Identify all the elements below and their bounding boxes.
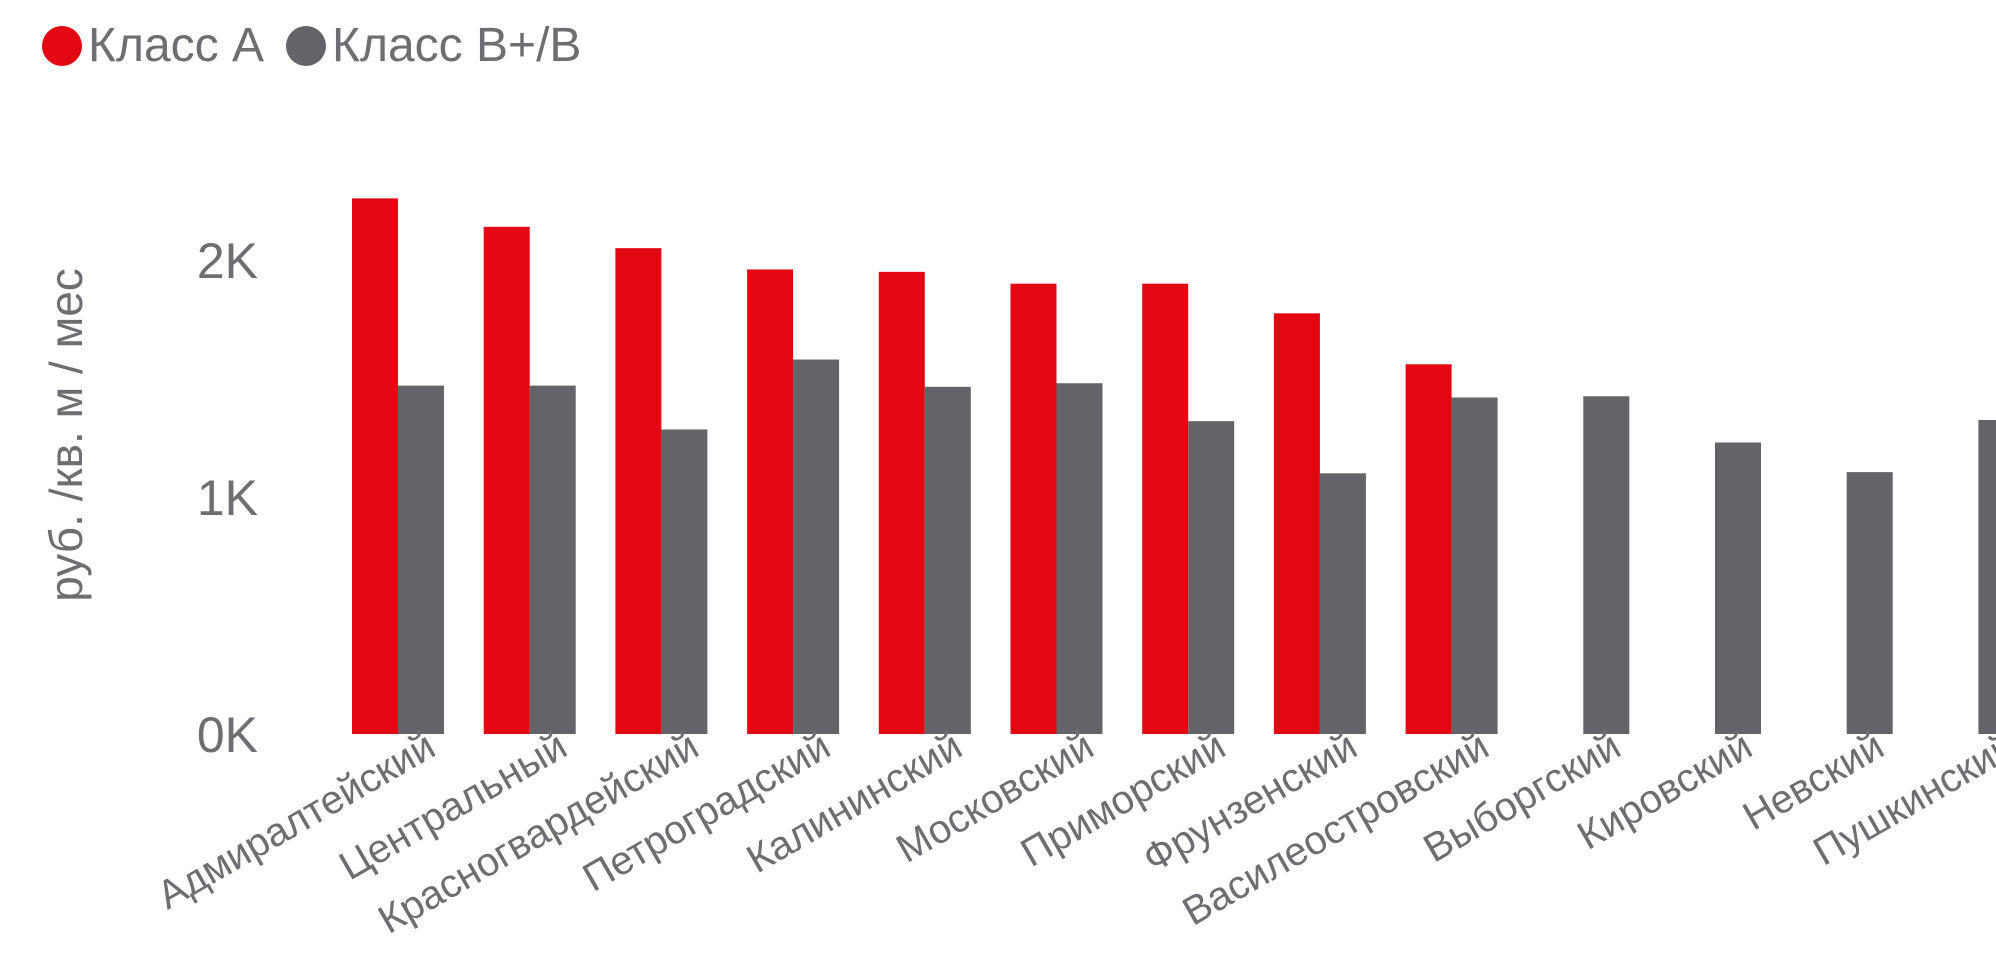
x-axis-labels: АдмиралтейскийЦентральныйКрасногвардейск… xyxy=(150,724,1996,943)
bar-class-b[interactable] xyxy=(924,386,971,734)
bar-class-b[interactable] xyxy=(1188,421,1235,734)
bar-class-b[interactable] xyxy=(529,385,576,734)
legend-swatch-class-a xyxy=(42,26,82,66)
y-tick-label: 1K xyxy=(197,470,258,526)
legend: Класс А Класс В+/В xyxy=(42,18,603,74)
y-axis-ticks: 0K 1K 2K xyxy=(197,233,258,763)
y-tick-label: 2K xyxy=(197,233,258,289)
bar-class-b[interactable] xyxy=(1846,472,1893,734)
bar-class-b[interactable] xyxy=(1978,419,1996,734)
bar-class-b[interactable] xyxy=(1451,397,1498,734)
y-axis-label: руб. /кв. м / мес xyxy=(40,268,92,602)
bar-class-b[interactable] xyxy=(661,429,708,734)
bar-class-a[interactable] xyxy=(352,198,398,734)
bar-class-b[interactable] xyxy=(1056,383,1103,734)
y-tick-label: 0K xyxy=(197,707,258,763)
bar-class-a[interactable] xyxy=(1405,364,1452,734)
bar-class-a[interactable] xyxy=(1010,283,1057,734)
legend-item-class-a[interactable]: Класс А xyxy=(42,18,264,74)
bar-class-b[interactable] xyxy=(793,359,840,734)
bar-class-a[interactable] xyxy=(878,271,925,734)
bars xyxy=(352,198,1996,734)
bar-class-a[interactable] xyxy=(1142,283,1189,734)
bar-class-b[interactable] xyxy=(398,385,444,734)
bar-class-b[interactable] xyxy=(1319,473,1366,734)
legend-swatch-class-b xyxy=(286,26,327,66)
bar-class-a[interactable] xyxy=(747,269,794,734)
bar-class-b[interactable] xyxy=(1583,396,1630,734)
bar-class-b[interactable] xyxy=(1715,442,1761,734)
legend-label-class-a: Класс А xyxy=(88,19,265,72)
bar-class-a[interactable] xyxy=(615,248,662,734)
bar-class-a[interactable] xyxy=(1273,313,1320,734)
bar-class-a[interactable] xyxy=(483,226,530,734)
legend-label-class-b: Класс В+/В xyxy=(332,19,582,72)
legend-item-class-b[interactable]: Класс В+/В xyxy=(286,18,581,74)
